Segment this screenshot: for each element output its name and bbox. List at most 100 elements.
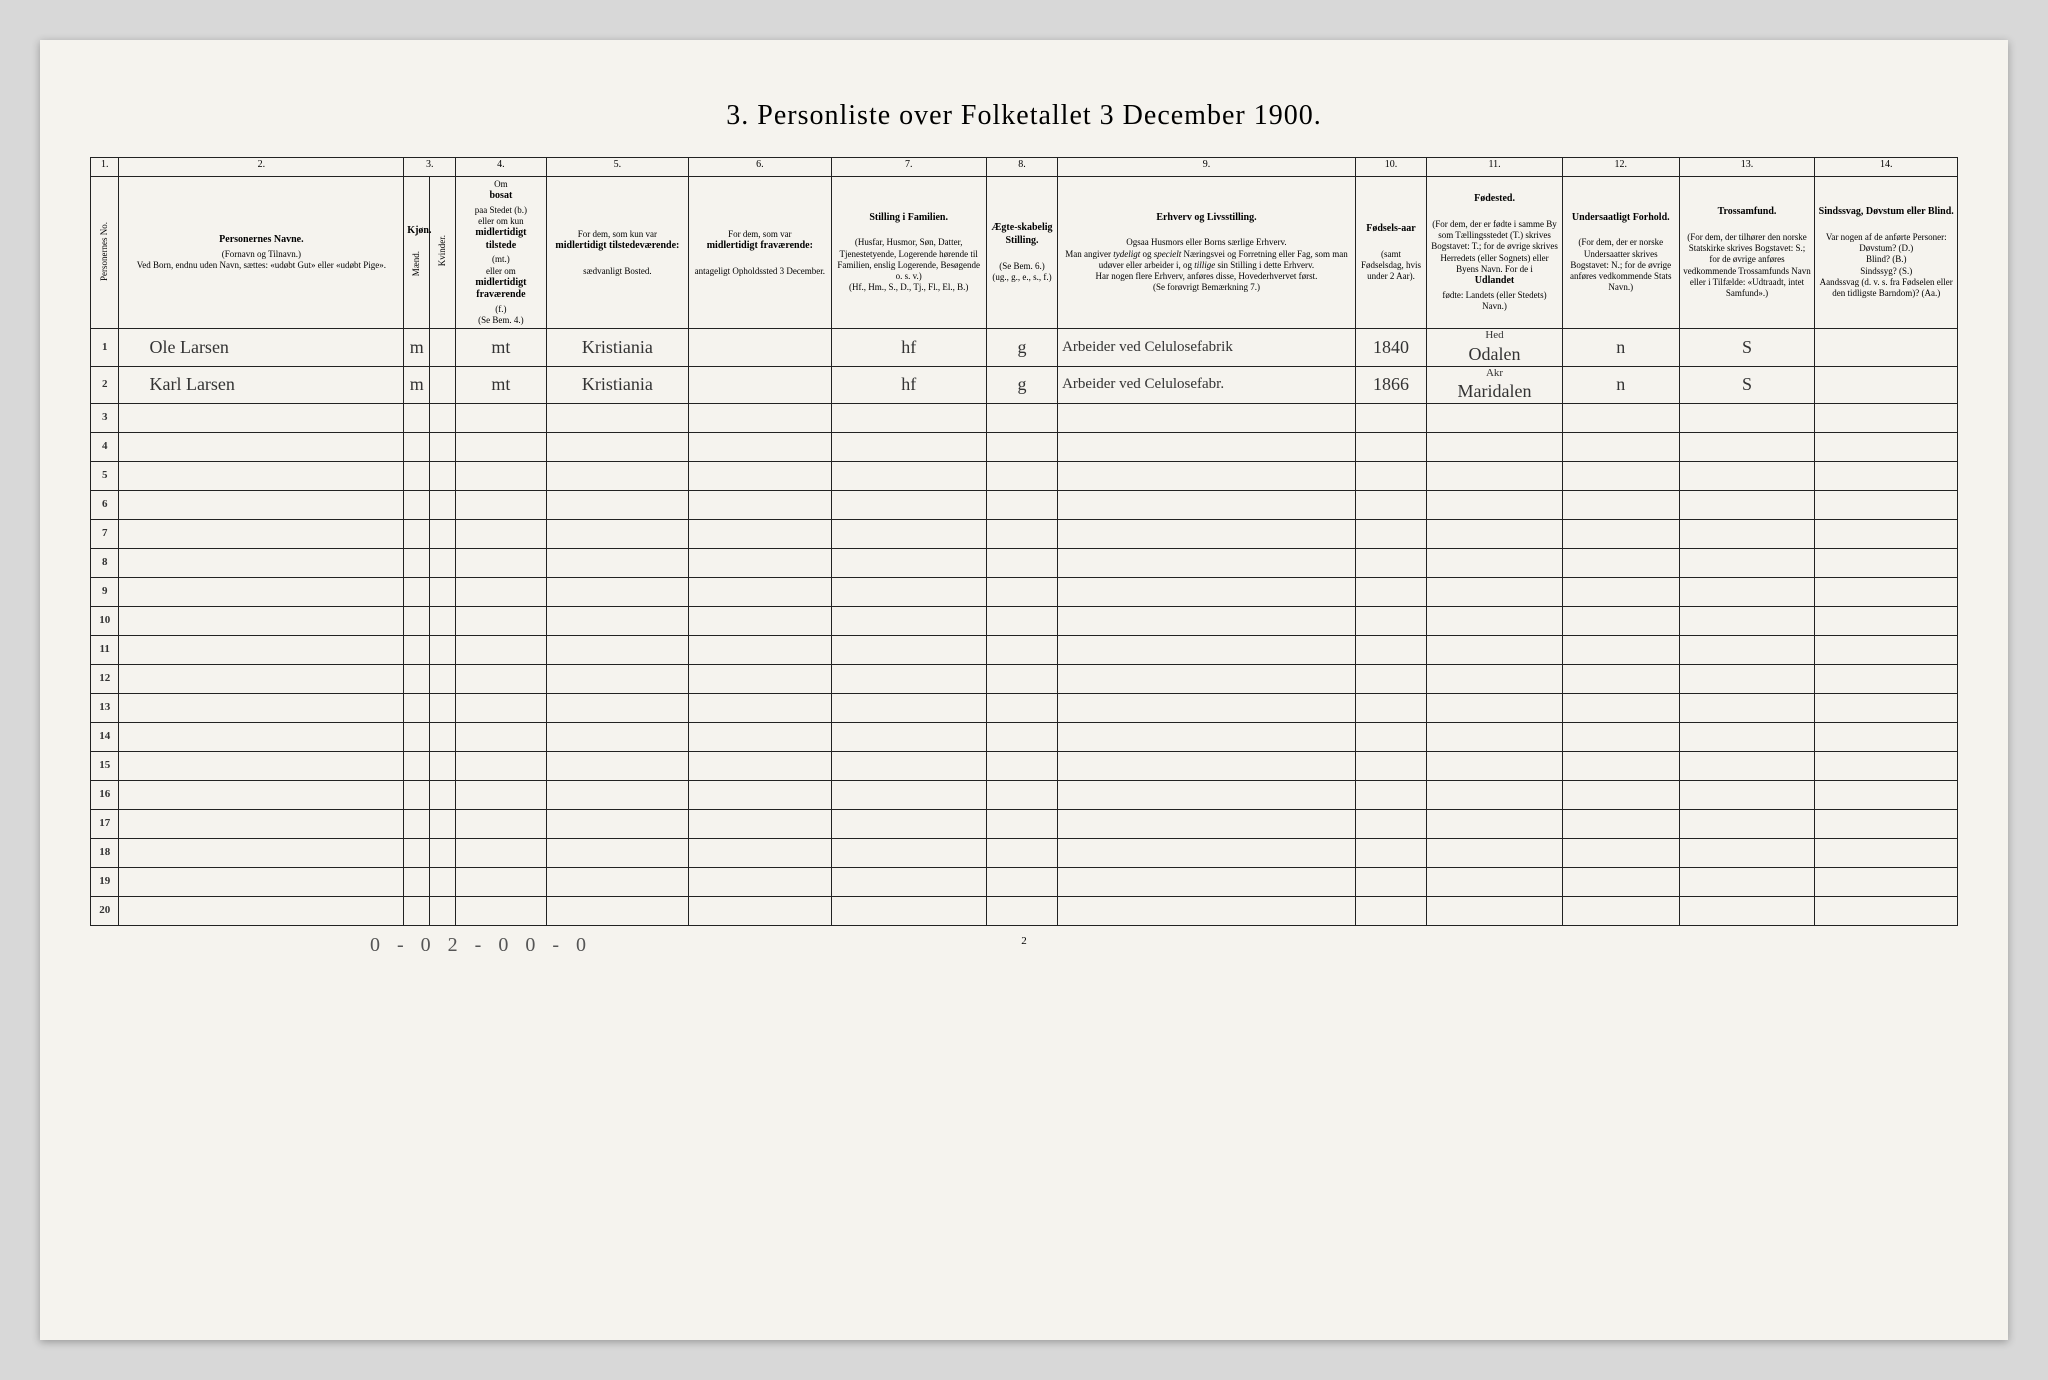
cell <box>1815 867 1958 896</box>
cell <box>404 606 430 635</box>
cell <box>430 366 456 403</box>
cell <box>456 693 547 722</box>
cell <box>456 896 547 925</box>
cell <box>430 490 456 519</box>
cell <box>689 867 831 896</box>
cell <box>1563 635 1680 664</box>
col-number: 4. <box>456 158 547 177</box>
col-header: Erhverv og Livsstilling.Ogsaa Husmors el… <box>1058 177 1356 329</box>
table-row: 7 <box>91 519 1958 548</box>
cell <box>1679 838 1815 867</box>
cell <box>986 490 1057 519</box>
table-row: 9 <box>91 577 1958 606</box>
col-number: 10. <box>1355 158 1426 177</box>
table-row: 13 <box>91 693 1958 722</box>
cell <box>119 606 404 635</box>
cell <box>1815 329 1958 366</box>
cell <box>986 635 1057 664</box>
cell <box>456 432 547 461</box>
cell <box>1679 809 1815 838</box>
cell <box>1815 577 1958 606</box>
cell <box>456 606 547 635</box>
cell <box>986 867 1057 896</box>
cell <box>1563 780 1680 809</box>
cell <box>1815 548 1958 577</box>
cell <box>546 896 688 925</box>
cell <box>119 809 404 838</box>
cell <box>1679 432 1815 461</box>
cell <box>689 490 831 519</box>
cell: g <box>986 366 1057 403</box>
column-header-row: Personernes No.Personernes Navne.(Fornav… <box>91 177 1958 329</box>
table-row: 2Karl LarsenmmtKristianiahfgArbeider ved… <box>91 366 1958 403</box>
col-header: For dem, som var midlertidigt fraværende… <box>689 177 831 329</box>
cell <box>404 664 430 693</box>
cell <box>1355 809 1426 838</box>
cell <box>986 577 1057 606</box>
cell: 10 <box>91 606 119 635</box>
cell <box>1563 722 1680 751</box>
cell: hf <box>831 329 986 366</box>
cell <box>430 664 456 693</box>
cell <box>404 809 430 838</box>
cell <box>546 780 688 809</box>
cell <box>1355 635 1426 664</box>
cell <box>1427 432 1563 461</box>
cell <box>404 635 430 664</box>
cell <box>1679 635 1815 664</box>
cell <box>831 896 986 925</box>
cell: 12 <box>91 664 119 693</box>
cell <box>546 519 688 548</box>
cell <box>430 329 456 366</box>
cell <box>689 606 831 635</box>
cell <box>986 838 1057 867</box>
cell <box>1563 490 1680 519</box>
cell <box>689 664 831 693</box>
cell <box>430 751 456 780</box>
cell <box>689 519 831 548</box>
cell <box>1058 838 1356 867</box>
cell <box>1427 606 1563 635</box>
cell <box>1815 896 1958 925</box>
cell <box>1355 664 1426 693</box>
cell <box>546 577 688 606</box>
cell <box>1058 896 1356 925</box>
cell <box>831 519 986 548</box>
cell <box>1679 722 1815 751</box>
cell <box>689 366 831 403</box>
cell <box>546 809 688 838</box>
cell <box>1815 838 1958 867</box>
cell <box>1355 838 1426 867</box>
cell <box>456 867 547 896</box>
cell: 2 <box>91 366 119 403</box>
cell <box>1679 606 1815 635</box>
cell: m <box>404 366 430 403</box>
cell <box>1427 519 1563 548</box>
table-row: 20 <box>91 896 1958 925</box>
cell <box>119 635 404 664</box>
table-row: 11 <box>91 635 1958 664</box>
table-row: 17 <box>91 809 1958 838</box>
table-row: 1Ole LarsenmmtKristianiahfgArbeider ved … <box>91 329 1958 366</box>
cell: Kristiania <box>546 366 688 403</box>
cell <box>119 780 404 809</box>
cell <box>404 896 430 925</box>
cell: 20 <box>91 896 119 925</box>
cell <box>986 548 1057 577</box>
cell: 14 <box>91 722 119 751</box>
cell <box>546 606 688 635</box>
cell <box>430 606 456 635</box>
cell: mt <box>456 366 547 403</box>
cell <box>1058 867 1356 896</box>
cell <box>986 896 1057 925</box>
cell <box>831 461 986 490</box>
cell <box>689 693 831 722</box>
cell: 5 <box>91 461 119 490</box>
cell <box>1679 780 1815 809</box>
cell <box>1355 693 1426 722</box>
cell: 11 <box>91 635 119 664</box>
cell <box>1058 664 1356 693</box>
cell: 3 <box>91 403 119 432</box>
cell <box>119 751 404 780</box>
cell: n <box>1563 329 1680 366</box>
